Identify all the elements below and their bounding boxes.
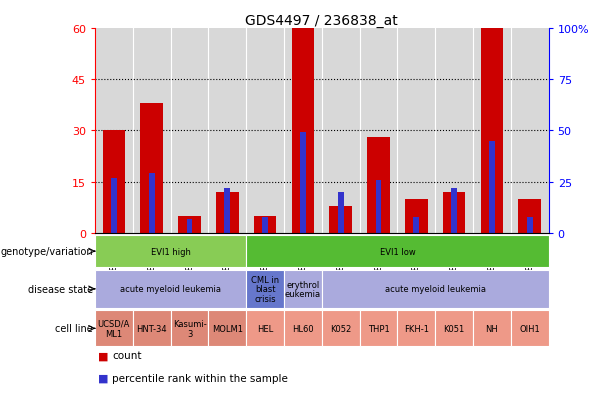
Text: CML in
blast
crisis: CML in blast crisis <box>251 275 279 303</box>
Bar <box>254 216 276 233</box>
Text: EVI1 low: EVI1 low <box>379 247 415 256</box>
Bar <box>435 29 473 233</box>
Text: UCSD/A
ML1: UCSD/A ML1 <box>97 319 130 338</box>
Text: genotype/variation: genotype/variation <box>0 247 93 256</box>
Title: GDS4497 / 236838_at: GDS4497 / 236838_at <box>245 14 398 28</box>
Text: erythrol
eukemia: erythrol eukemia <box>285 280 321 299</box>
Bar <box>329 206 352 233</box>
Bar <box>133 311 170 347</box>
Bar <box>519 199 541 233</box>
Bar <box>360 29 397 233</box>
Bar <box>397 29 435 233</box>
Bar <box>397 311 435 347</box>
Bar <box>367 138 390 233</box>
Bar <box>405 199 428 233</box>
Text: K051: K051 <box>444 324 465 333</box>
Bar <box>178 216 201 233</box>
Bar <box>284 311 322 347</box>
Text: HNT-34: HNT-34 <box>137 324 167 333</box>
Bar <box>170 29 208 233</box>
Bar <box>208 29 246 233</box>
Bar <box>111 178 116 233</box>
Text: cell line: cell line <box>55 323 93 333</box>
Bar <box>102 131 125 233</box>
Bar <box>95 271 246 308</box>
Bar <box>443 192 465 233</box>
Text: percentile rank within the sample: percentile rank within the sample <box>112 373 288 383</box>
Bar <box>149 174 154 233</box>
Text: Kasumi-
3: Kasumi- 3 <box>173 319 207 338</box>
Bar <box>376 180 381 233</box>
Bar <box>489 141 495 233</box>
Bar <box>246 29 284 233</box>
Bar <box>140 104 163 233</box>
Text: EVI1 high: EVI1 high <box>151 247 191 256</box>
Text: count: count <box>112 350 142 361</box>
Bar <box>527 217 533 233</box>
Bar <box>246 235 549 268</box>
Bar <box>284 29 322 233</box>
Bar <box>338 192 343 233</box>
Bar <box>360 311 397 347</box>
Text: HEL: HEL <box>257 324 273 333</box>
Bar <box>414 217 419 233</box>
Bar <box>262 217 268 233</box>
Text: acute myeloid leukemia: acute myeloid leukemia <box>385 285 485 294</box>
Bar <box>473 29 511 233</box>
Text: THP1: THP1 <box>368 324 389 333</box>
Bar <box>322 29 360 233</box>
Bar <box>95 311 133 347</box>
Text: acute myeloid leukemia: acute myeloid leukemia <box>120 285 221 294</box>
Bar <box>133 29 170 233</box>
Bar <box>246 271 284 308</box>
Bar <box>451 188 457 233</box>
Text: HL60: HL60 <box>292 324 314 333</box>
Bar <box>292 29 314 233</box>
Bar <box>473 311 511 347</box>
Bar <box>170 311 208 347</box>
Bar <box>322 311 360 347</box>
Bar <box>187 219 192 233</box>
Bar <box>95 29 133 233</box>
Bar <box>322 271 549 308</box>
Bar <box>224 188 230 233</box>
Bar <box>511 311 549 347</box>
Bar <box>435 311 473 347</box>
Bar <box>216 192 238 233</box>
Text: ■: ■ <box>98 350 109 361</box>
Bar <box>481 29 503 233</box>
Bar <box>511 29 549 233</box>
Bar <box>284 271 322 308</box>
Text: K052: K052 <box>330 324 351 333</box>
Bar <box>246 311 284 347</box>
Bar <box>208 311 246 347</box>
Bar <box>95 235 246 268</box>
Text: disease state: disease state <box>28 284 93 294</box>
Text: OIH1: OIH1 <box>519 324 540 333</box>
Text: FKH-1: FKH-1 <box>404 324 429 333</box>
Text: MOLM1: MOLM1 <box>212 324 243 333</box>
Text: NH: NH <box>485 324 498 333</box>
Text: ■: ■ <box>98 373 109 383</box>
Bar <box>300 133 306 233</box>
